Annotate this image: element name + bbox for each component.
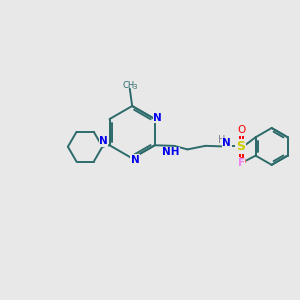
Text: N: N xyxy=(99,136,108,146)
Text: N: N xyxy=(153,113,162,123)
Text: F: F xyxy=(238,158,245,168)
Text: CH: CH xyxy=(122,81,134,90)
Text: N: N xyxy=(131,154,140,164)
Text: N: N xyxy=(222,139,231,148)
Text: O: O xyxy=(238,125,246,135)
Text: S: S xyxy=(236,140,245,153)
Text: O: O xyxy=(238,158,246,167)
Text: NH: NH xyxy=(161,147,179,158)
Text: 3: 3 xyxy=(132,84,136,90)
Text: H: H xyxy=(218,135,225,145)
